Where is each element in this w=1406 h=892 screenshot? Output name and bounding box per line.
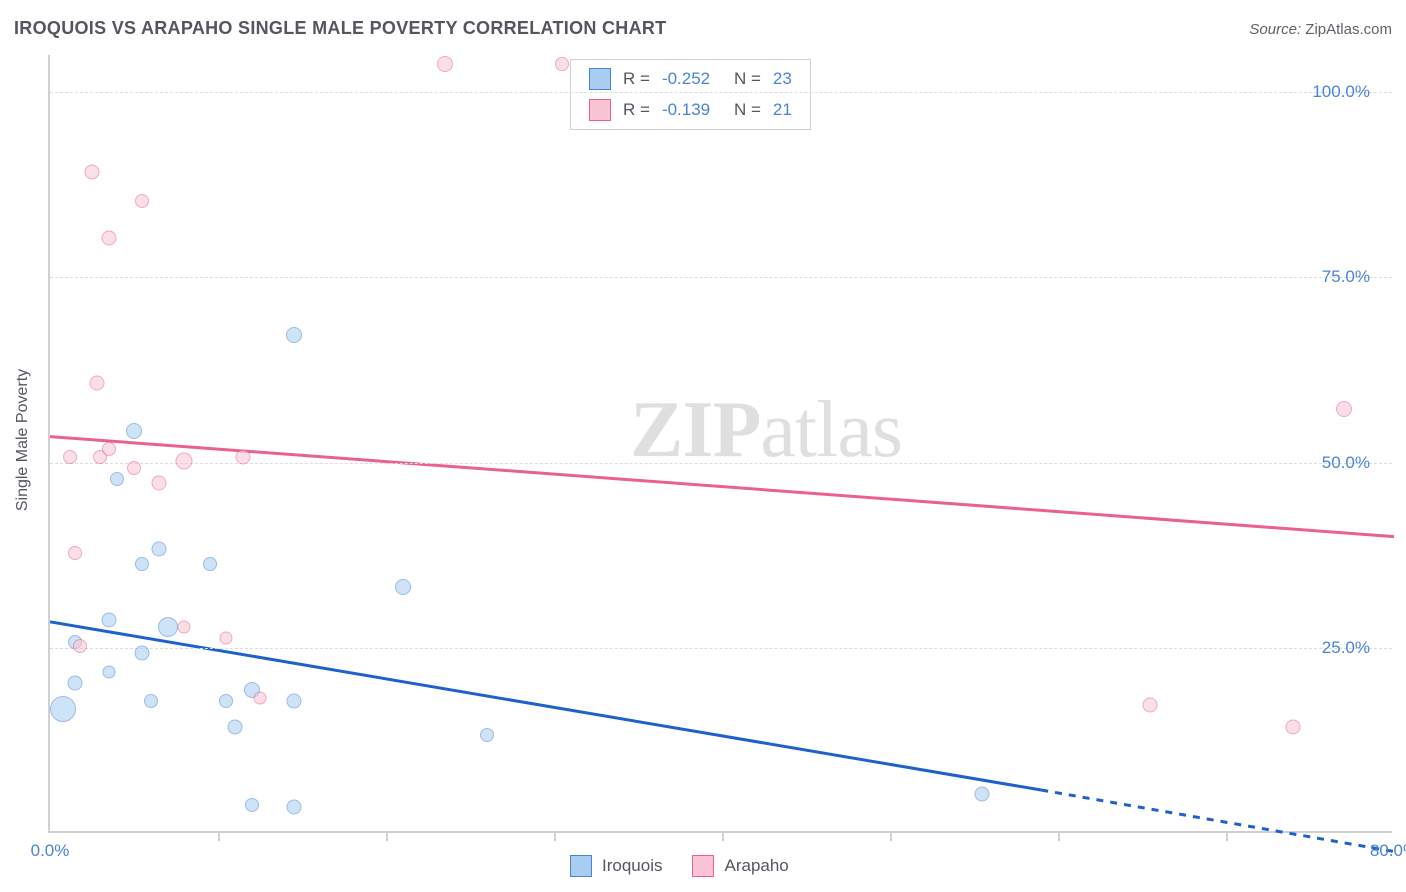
data-point-arapaho: [1143, 698, 1158, 713]
legend-label: Iroquois: [602, 856, 662, 876]
data-point-iroquois: [286, 327, 302, 343]
legend-swatch: [570, 855, 592, 877]
n-value: 23: [773, 64, 792, 95]
gridline: [50, 92, 1392, 93]
data-point-iroquois: [135, 646, 150, 661]
chart-container: IROQUOIS VS ARAPAHO SINGLE MALE POVERTY …: [0, 0, 1406, 892]
stats-row: R = -0.139 N = 21: [589, 95, 792, 126]
data-point-iroquois: [102, 665, 115, 678]
data-point-arapaho: [90, 375, 105, 390]
gridline: [50, 277, 1392, 278]
data-point-iroquois: [286, 694, 301, 709]
trend-line-dashed-iroquois: [1041, 790, 1394, 851]
x-tick-mark: [1226, 831, 1228, 841]
data-point-iroquois: [480, 728, 494, 742]
n-value: 21: [773, 95, 792, 126]
data-point-arapaho: [236, 449, 251, 464]
data-point-arapaho: [220, 632, 233, 645]
data-point-iroquois: [110, 472, 124, 486]
r-label: R =: [623, 95, 650, 126]
legend-swatch: [589, 68, 611, 90]
data-point-iroquois: [135, 557, 149, 571]
data-point-iroquois: [975, 786, 990, 801]
stats-row: R = -0.252 N = 23: [589, 64, 792, 95]
watermark-part1: ZIP: [630, 386, 760, 474]
r-value: -0.139: [662, 95, 722, 126]
data-point-arapaho: [135, 194, 149, 208]
y-axis-title: Single Male Poverty: [14, 369, 32, 511]
gridline: [50, 648, 1392, 649]
data-point-arapaho: [178, 621, 191, 634]
data-point-iroquois: [50, 696, 76, 722]
data-point-arapaho: [68, 546, 82, 560]
data-point-iroquois: [219, 694, 233, 708]
source-attribution: Source: ZipAtlas.com: [1249, 21, 1392, 38]
legend-item: Arapaho: [692, 855, 788, 877]
legend-swatch: [589, 99, 611, 121]
data-point-arapaho: [437, 56, 453, 72]
x-tick-label: 80.0%: [1370, 841, 1406, 861]
data-point-iroquois: [203, 557, 217, 571]
y-tick-label: 100.0%: [1312, 82, 1370, 102]
n-label: N =: [734, 64, 761, 95]
data-point-iroquois: [68, 675, 83, 690]
data-point-arapaho: [555, 57, 569, 71]
data-point-arapaho: [102, 442, 116, 456]
data-point-arapaho: [85, 164, 100, 179]
data-point-iroquois: [158, 617, 178, 637]
data-point-arapaho: [127, 461, 141, 475]
x-tick-mark: [386, 831, 388, 841]
legend-swatch: [692, 855, 714, 877]
legend-label: Arapaho: [724, 856, 788, 876]
x-tick-mark: [722, 831, 724, 841]
data-point-arapaho: [176, 452, 193, 469]
trend-line-arapaho: [50, 437, 1394, 537]
r-value: -0.252: [662, 64, 722, 95]
data-point-iroquois: [144, 694, 158, 708]
data-point-iroquois: [126, 423, 142, 439]
bottom-legend: Iroquois Arapaho: [570, 855, 789, 877]
data-point-arapaho: [1336, 401, 1352, 417]
data-point-arapaho: [73, 639, 87, 653]
y-tick-label: 25.0%: [1322, 638, 1370, 658]
y-tick-label: 75.0%: [1322, 267, 1370, 287]
stats-box: R = -0.252 N = 23 R = -0.139 N = 21: [570, 59, 811, 130]
data-point-arapaho: [1286, 720, 1301, 735]
watermark-part2: atlas: [760, 386, 902, 474]
source-value: ZipAtlas.com: [1305, 21, 1392, 38]
source-label: Source:: [1249, 21, 1301, 38]
data-point-arapaho: [63, 450, 77, 464]
trend-lines-layer: [50, 55, 1392, 831]
r-label: R =: [623, 64, 650, 95]
data-point-arapaho: [101, 231, 116, 246]
gridline: [50, 463, 1392, 464]
data-point-iroquois: [245, 798, 259, 812]
data-point-iroquois: [227, 720, 242, 735]
plot-area: ZIPatlas R = -0.252 N = 23 R = -0.139 N = 21 25…: [48, 55, 1392, 833]
chart-title: IROQUOIS VS ARAPAHO SINGLE MALE POVERTY …: [14, 18, 666, 39]
data-point-iroquois: [286, 800, 301, 815]
data-point-arapaho: [152, 475, 167, 490]
data-point-iroquois: [101, 612, 116, 627]
x-tick-mark: [1058, 831, 1060, 841]
data-point-iroquois: [395, 579, 411, 595]
n-label: N =: [734, 95, 761, 126]
y-tick-label: 50.0%: [1322, 453, 1370, 473]
title-row: IROQUOIS VS ARAPAHO SINGLE MALE POVERTY …: [14, 18, 1392, 39]
data-point-iroquois: [152, 542, 167, 557]
x-tick-mark: [890, 831, 892, 841]
x-tick-mark: [554, 831, 556, 841]
legend-item: Iroquois: [570, 855, 662, 877]
x-tick-mark: [218, 831, 220, 841]
x-tick-label: 0.0%: [31, 841, 70, 861]
data-point-arapaho: [254, 691, 267, 704]
